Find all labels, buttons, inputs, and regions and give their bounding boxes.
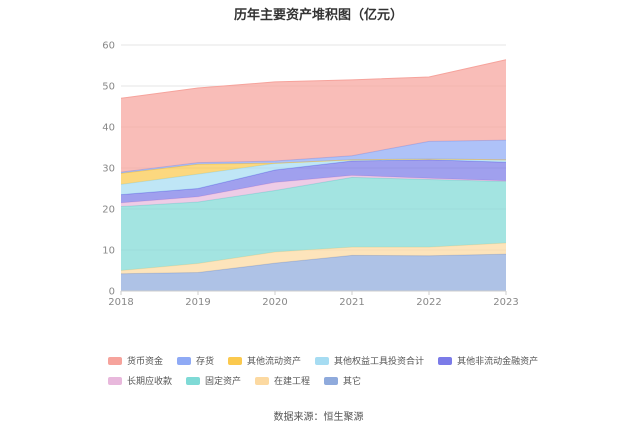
legend-swatch: [186, 376, 201, 385]
area-长期应收款[interactable]: [121, 175, 506, 207]
legend-swatch: [324, 376, 339, 385]
legend-label: 其他权益工具投资合计: [334, 357, 425, 367]
x-tick-label: 2023: [493, 297, 518, 308]
x-tick-label: 2019: [185, 297, 210, 308]
legend-label: 其他非流动金融资产: [457, 357, 539, 367]
y-tick-label: 0: [109, 287, 115, 298]
legend-swatch: [315, 356, 330, 365]
legend-label: 在建工程: [274, 377, 311, 387]
area-存货[interactable]: [121, 140, 506, 174]
x-tick-label: 2022: [416, 297, 441, 308]
chart-title: 历年主要资产堆积图（亿元）: [233, 8, 403, 23]
x-tick-label: 2021: [339, 297, 364, 308]
legend-swatch: [438, 356, 453, 365]
legend-label: 货币资金: [127, 357, 164, 367]
legend-item-长期应收款[interactable]: 长期应收款: [108, 374, 172, 387]
legend-label: 固定资产: [205, 377, 242, 387]
area-固定资产[interactable]: [121, 177, 506, 271]
area-货币资金[interactable]: [121, 59, 506, 173]
data-source: 数据来源：恒生聚源: [273, 412, 364, 423]
axes: 0 10 20 30 40 50 60 2018 2019 2020 2021 2022 2023: [102, 41, 518, 309]
legend-swatch: [108, 356, 122, 365]
area-line-货币资金: [120, 59, 507, 99]
legend-item-固定资产[interactable]: 固定资产: [186, 374, 241, 387]
legend-swatch: [108, 376, 122, 385]
legend-swatch: [228, 356, 243, 365]
y-tick-label: 30: [102, 164, 115, 175]
x-tick-label: 2018: [108, 297, 133, 308]
y-tick-label: 50: [102, 82, 115, 93]
area-其他流动资产[interactable]: [121, 158, 506, 185]
legend-label: 长期应收款: [127, 377, 173, 387]
legend-item-其他流动资产[interactable]: 其他流动资产: [228, 354, 301, 367]
legend-item-其他权益工具投资合计[interactable]: 其他权益工具投资合计: [315, 354, 424, 367]
y-tick-label: 40: [102, 123, 115, 134]
legend-label: 其它: [343, 377, 362, 387]
x-tick-label: 2020: [262, 297, 287, 308]
legend-item-在建工程[interactable]: 在建工程: [255, 374, 310, 387]
area-line-存货: [120, 139, 507, 173]
legend-item-其他非流动金融资产[interactable]: 其他非流动金融资产: [438, 354, 538, 367]
legend-label: 其他流动资产: [247, 357, 302, 367]
y-tick-label: 10: [102, 246, 115, 257]
area-其他非流动金融资产[interactable]: [121, 159, 506, 203]
legend-item-存货[interactable]: 存货: [177, 354, 214, 367]
area-其他权益工具投资合计[interactable]: [121, 158, 506, 195]
area-在建工程[interactable]: [121, 243, 506, 274]
legend-item-其它[interactable]: 其它: [324, 374, 361, 387]
legend: 货币资金 存货 其他流动资产 其他权益工具投资合计 其他非流动金融资产长期应收款 固定资产…: [108, 354, 578, 394]
legend-swatch: [177, 356, 192, 365]
legend-label: 存货: [196, 357, 215, 367]
y-tick-label: 20: [102, 205, 115, 216]
area-series: [120, 59, 507, 291]
legend-item-货币资金[interactable]: 货币资金: [108, 354, 163, 367]
y-tick-label: 60: [102, 41, 115, 52]
area-其它[interactable]: [121, 254, 506, 291]
legend-swatch: [255, 376, 270, 385]
